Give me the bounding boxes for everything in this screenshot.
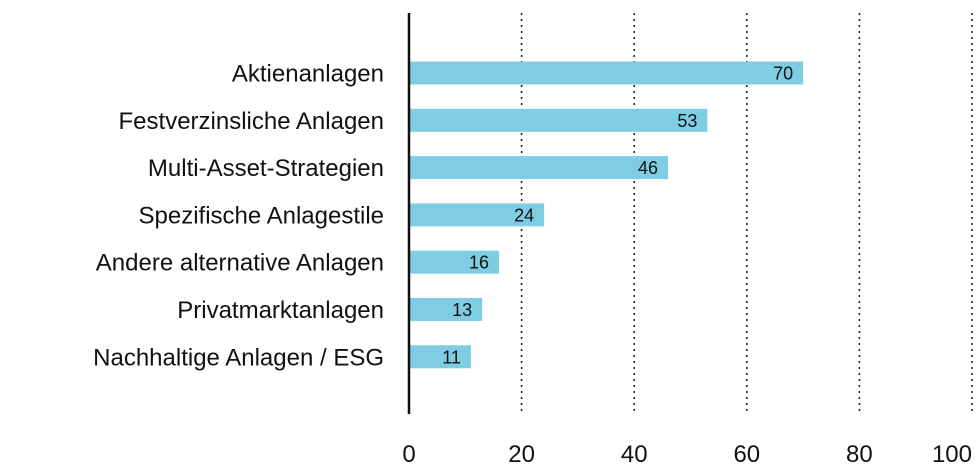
bar bbox=[409, 108, 708, 132]
category-label: Andere alternative Anlagen bbox=[96, 250, 384, 277]
x-tick-label: 20 bbox=[508, 441, 535, 468]
bar bbox=[409, 250, 500, 274]
bar bbox=[409, 203, 545, 227]
category-label: Spezifische Anlagestile bbox=[139, 202, 384, 229]
data-labels: 70 53 46 24 16 13 11 bbox=[442, 64, 793, 368]
x-tick-label: 100 bbox=[932, 441, 972, 468]
bar bbox=[409, 156, 668, 180]
bar-value-label: 13 bbox=[452, 300, 472, 320]
category-label: Aktienanlagen bbox=[232, 61, 384, 88]
bar-value-label: 16 bbox=[469, 253, 489, 273]
bar-value-label: 46 bbox=[638, 158, 658, 178]
x-tick-label: 40 bbox=[621, 441, 648, 468]
bar bbox=[409, 345, 471, 369]
x-tick-label: 60 bbox=[733, 441, 760, 468]
bar-value-label: 70 bbox=[773, 64, 793, 84]
x-tick-label: 80 bbox=[846, 441, 873, 468]
bar bbox=[409, 298, 483, 321]
bars bbox=[409, 61, 804, 369]
bar-value-label: 11 bbox=[442, 347, 461, 367]
category-label: Privatmarktanlagen bbox=[177, 297, 384, 324]
category-label: Festverzinsliche Anlagen bbox=[119, 108, 384, 135]
x-tick-label: 0 bbox=[402, 441, 415, 468]
category-labels: Aktienanlagen Festverzinsliche Anlagen Mul… bbox=[93, 61, 384, 372]
category-label: Multi-Asset-Strategien bbox=[148, 155, 384, 182]
bar-value-label: 24 bbox=[514, 205, 534, 225]
category-label: Nachhaltige Anlagen / ESG bbox=[93, 344, 384, 371]
bar bbox=[409, 61, 804, 85]
bar-value-label: 53 bbox=[677, 111, 697, 131]
x-tick-labels: 0 20 40 60 80 100 bbox=[402, 441, 972, 468]
